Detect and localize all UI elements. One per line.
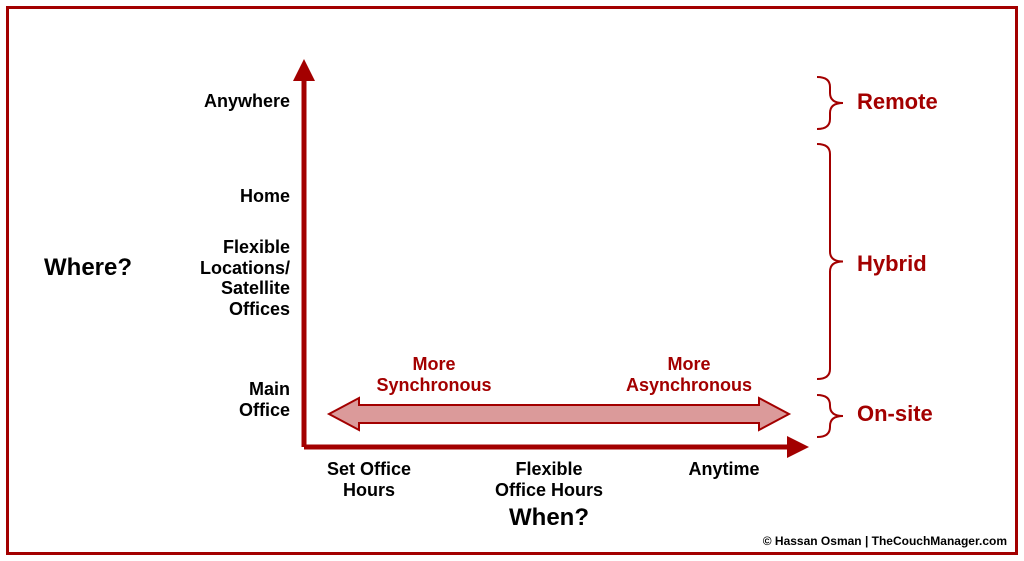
more-synchronous-label: MoreSynchronous	[344, 354, 524, 395]
category-label: On-site	[857, 401, 933, 427]
x-tick-label: Set OfficeHours	[299, 459, 439, 500]
y-tick-label: Home	[130, 186, 290, 207]
diagram-frame: Where? When? © Hassan Osman | TheCouchMa…	[6, 6, 1018, 555]
category-label: Remote	[857, 89, 938, 115]
y-tick-label: Anywhere	[130, 91, 290, 112]
category-label: Hybrid	[857, 251, 927, 277]
y-tick-label: FlexibleLocations/SatelliteOffices	[130, 237, 290, 320]
more-asynchronous-label: MoreAsynchronous	[589, 354, 789, 395]
y-tick-label: MainOffice	[130, 379, 290, 420]
x-tick-label: FlexibleOffice Hours	[479, 459, 619, 500]
x-tick-label: Anytime	[654, 459, 794, 480]
